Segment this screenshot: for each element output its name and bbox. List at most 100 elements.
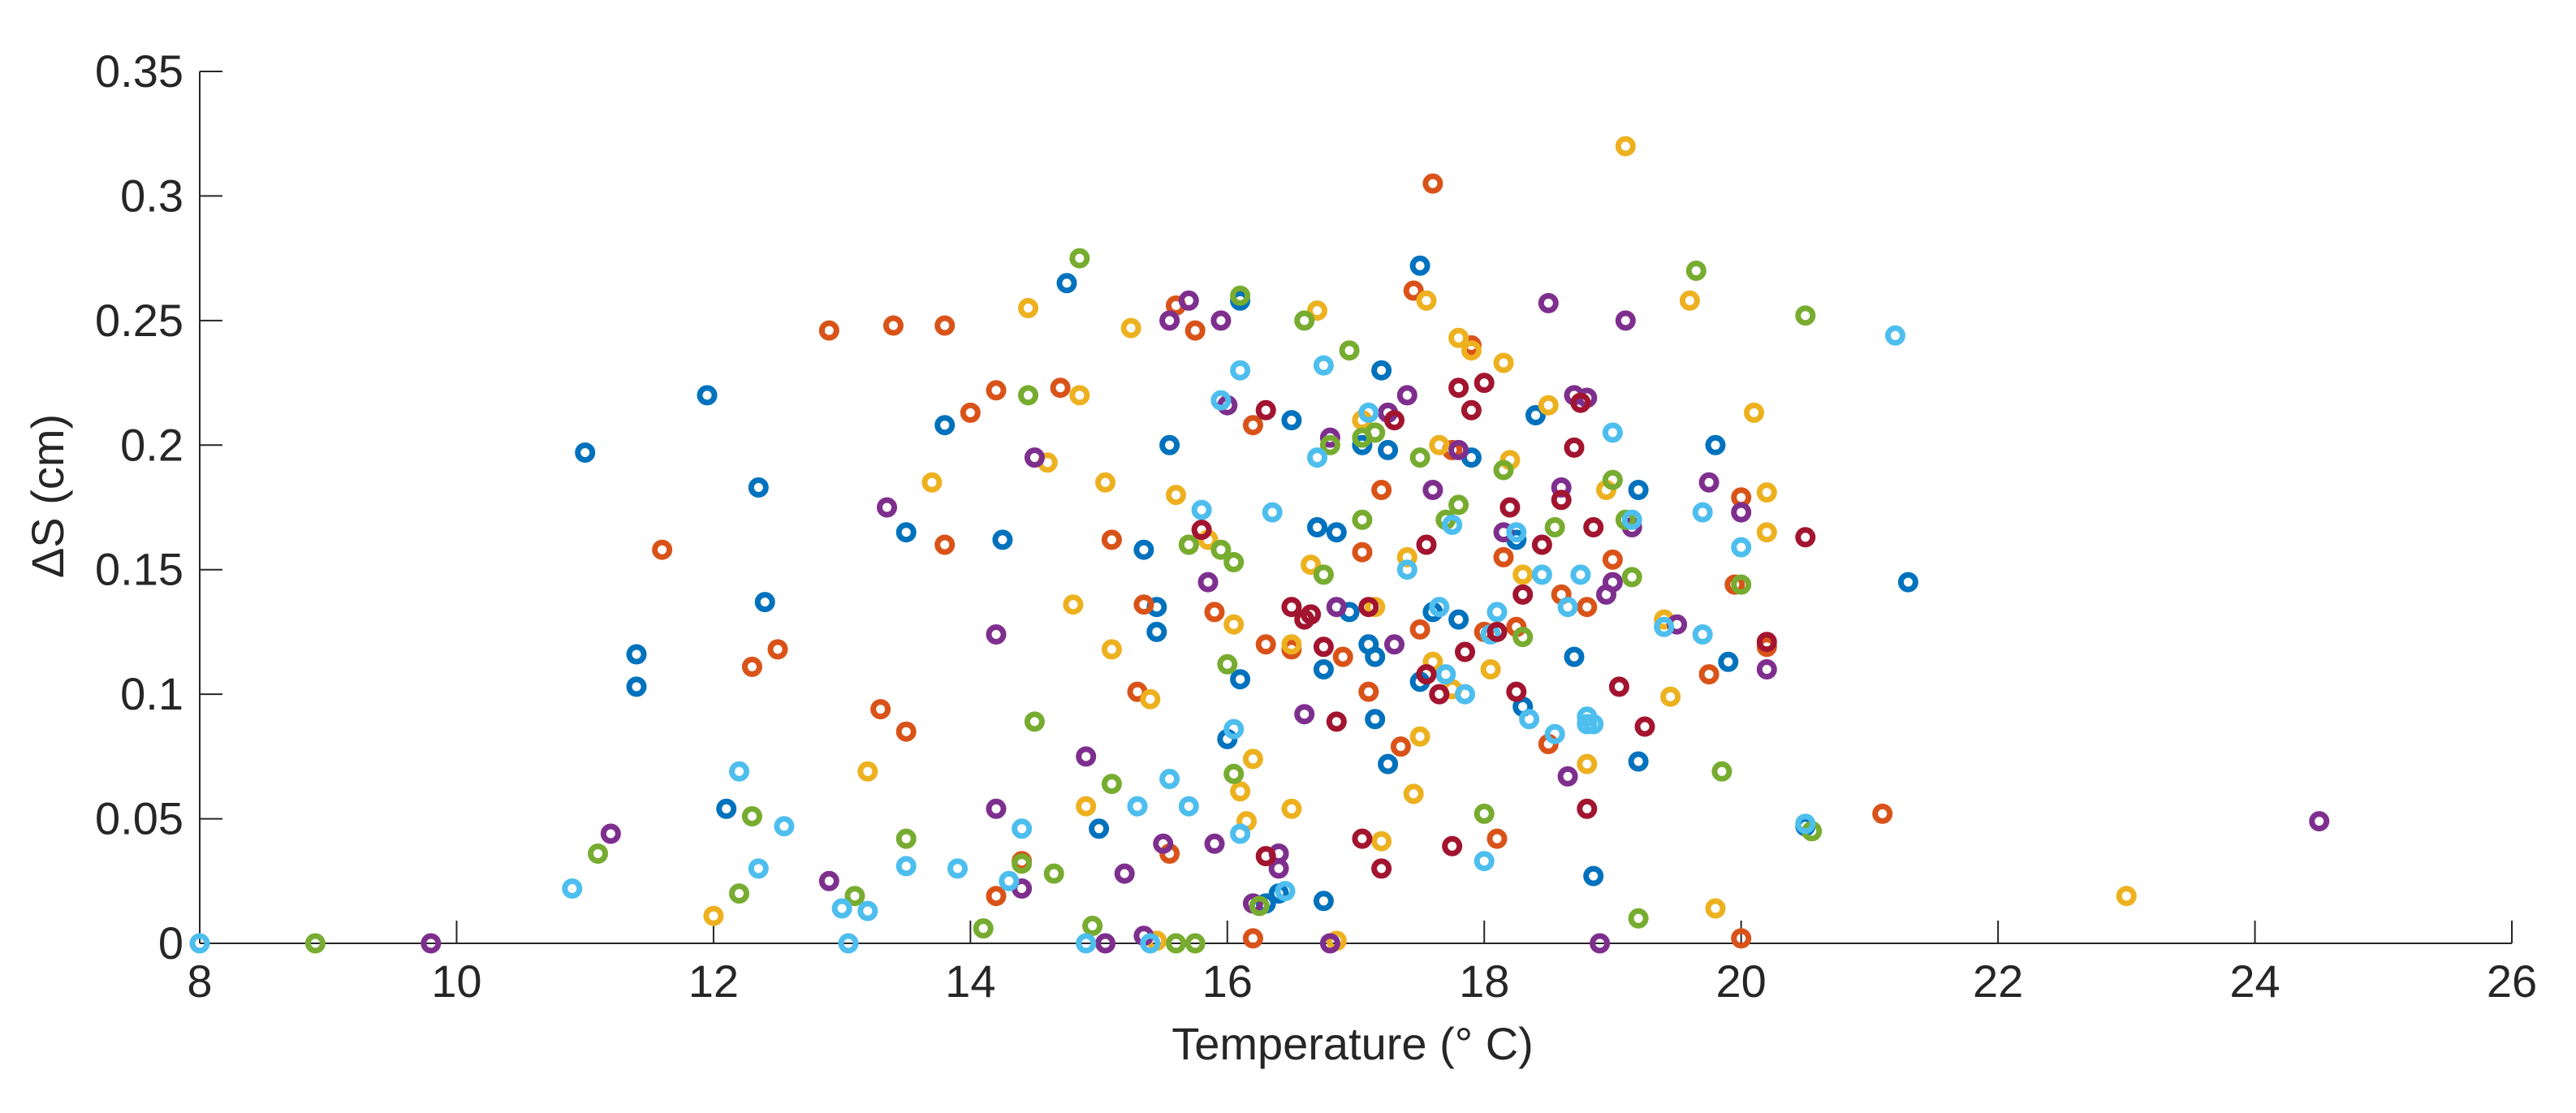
data-point	[1551, 490, 1572, 511]
data-point	[1634, 716, 1655, 737]
data-point	[831, 898, 852, 919]
data-point	[1210, 390, 1232, 411]
data-point	[1570, 564, 1591, 585]
data-point	[1371, 480, 1392, 500]
data-point	[1365, 422, 1386, 443]
y-tick-label: 0.35	[95, 45, 183, 97]
data-point	[1409, 619, 1430, 640]
data-point	[741, 656, 762, 677]
data-point	[1679, 290, 1700, 311]
data-point	[304, 933, 326, 954]
data-point	[1018, 385, 1038, 406]
x-tick-label: 14	[945, 956, 995, 1007]
data-point	[1448, 494, 1469, 516]
data-point	[1538, 292, 1559, 313]
data-point	[1885, 325, 1905, 346]
data-point	[1326, 522, 1347, 543]
data-point	[1711, 761, 1732, 782]
data-point	[1448, 609, 1469, 630]
data-point	[1422, 173, 1443, 194]
data-point	[1114, 863, 1135, 884]
data-point	[1744, 402, 1764, 423]
data-point	[1608, 676, 1629, 697]
y-tick-label: 0.2	[120, 419, 183, 470]
data-point	[1301, 554, 1322, 576]
data-point	[992, 529, 1013, 550]
data-point	[1365, 646, 1386, 667]
data-point	[1897, 572, 1918, 593]
data-point	[1654, 616, 1675, 637]
data-point	[575, 442, 596, 463]
data-point	[1628, 908, 1649, 929]
data-point	[1621, 509, 1642, 530]
data-point	[1024, 711, 1045, 732]
data-point	[1705, 434, 1726, 455]
data-point	[1872, 803, 1893, 824]
y-axis-label: ΔS (cm)	[22, 414, 73, 578]
data-point	[1313, 355, 1334, 376]
data-point	[1184, 933, 1206, 954]
data-point	[1313, 891, 1334, 912]
data-point	[1146, 621, 1167, 642]
data-points	[189, 136, 2330, 954]
data-point	[934, 315, 956, 336]
data-point	[1281, 410, 1302, 431]
data-point	[1358, 402, 1379, 423]
data-point	[818, 320, 839, 341]
data-point	[1564, 646, 1585, 667]
series-5	[304, 248, 1823, 954]
data-point	[1358, 681, 1379, 702]
data-point	[1448, 377, 1469, 399]
data-point	[1493, 352, 1514, 373]
data-point	[2116, 886, 2137, 907]
data-point	[1506, 681, 1527, 702]
data-point	[1012, 853, 1033, 874]
data-point	[1230, 360, 1251, 381]
data-point	[895, 721, 917, 742]
data-point	[1127, 796, 1148, 817]
data-point	[1538, 395, 1559, 416]
data-point	[741, 806, 762, 826]
x-tick-label: 22	[1973, 956, 2023, 1007]
data-point	[1602, 549, 1623, 570]
x-axis-label: Temperature (° C)	[1171, 1018, 1534, 1069]
data-point	[1050, 377, 1071, 399]
data-point	[1499, 497, 1521, 518]
data-point	[1076, 933, 1097, 954]
series-3	[703, 136, 2137, 951]
data-point	[1756, 632, 1777, 653]
data-point	[1076, 796, 1097, 817]
data-point	[1474, 803, 1495, 824]
data-point	[1184, 320, 1206, 341]
data-point	[729, 883, 749, 904]
x-tick-label: 12	[688, 956, 739, 1007]
data-point	[1230, 285, 1251, 306]
data-point	[1191, 520, 1212, 541]
data-point	[1756, 659, 1777, 679]
data-point	[895, 856, 917, 877]
data-point	[1268, 858, 1289, 879]
data-point	[1583, 517, 1604, 537]
data-point	[562, 878, 583, 899]
data-point	[1223, 763, 1245, 784]
data-point	[1480, 659, 1501, 679]
data-point	[626, 644, 647, 665]
data-point	[1358, 597, 1379, 618]
data-point	[767, 639, 788, 660]
data-point	[1294, 704, 1315, 725]
data-point	[1615, 136, 1636, 157]
data-point	[1692, 502, 1713, 523]
series-6	[189, 325, 1905, 954]
data-point	[973, 918, 994, 939]
data-point	[1210, 539, 1232, 560]
data-point	[1255, 634, 1276, 655]
data-point	[1018, 298, 1038, 318]
data-point	[1570, 392, 1591, 413]
data-point	[934, 534, 956, 555]
data-point	[1307, 447, 1327, 468]
data-point	[1384, 634, 1405, 655]
data-point	[1255, 846, 1276, 867]
data-point	[1166, 933, 1186, 954]
data-point	[703, 905, 724, 926]
